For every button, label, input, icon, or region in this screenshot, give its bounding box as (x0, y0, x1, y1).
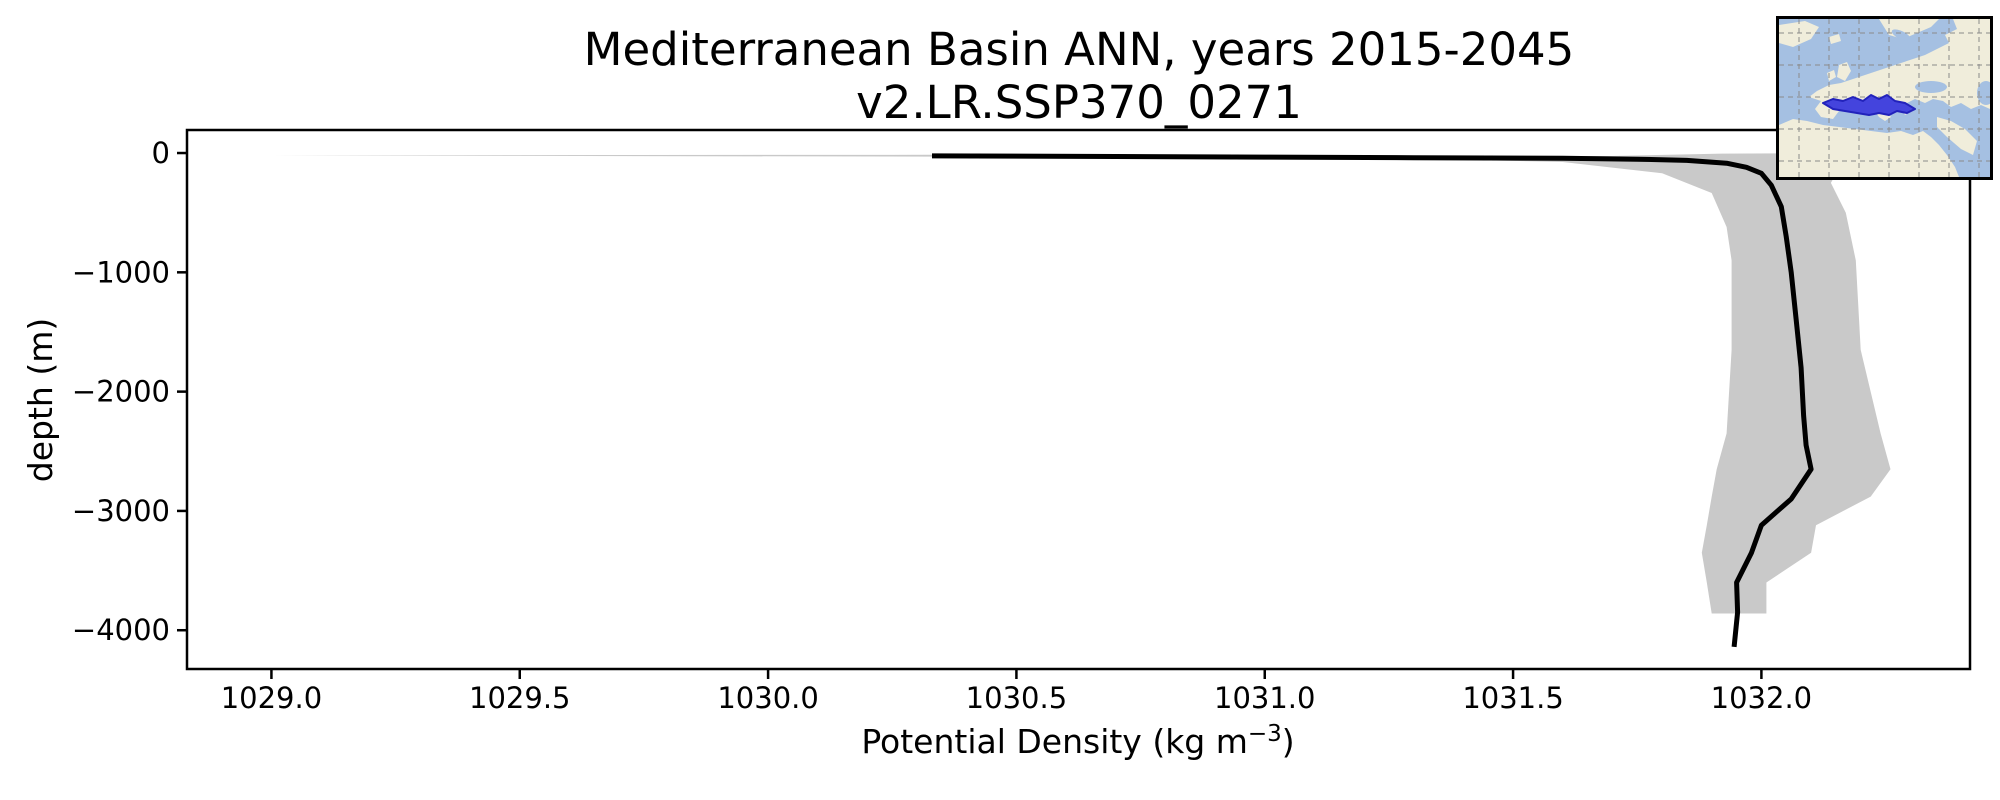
landmass-eurasia (1809, 19, 1990, 121)
x-axis-label: Potential Density (kg m−3) (861, 721, 1294, 761)
x-axis-label-main: Potential Density (kg m (861, 722, 1248, 761)
y-tick-label: −4000 (72, 613, 170, 647)
inset-gridlines (1779, 19, 1990, 177)
x-tick-label: 1031.5 (1462, 681, 1563, 715)
baltic-sea (1891, 29, 1911, 41)
landmass-greenland (1779, 21, 1819, 47)
y-tick-label: −3000 (72, 494, 170, 528)
x-tick-label: 1029.5 (469, 681, 570, 715)
landmass-iceland (1829, 34, 1841, 44)
x-axis-label-superscript: −3 (1248, 721, 1282, 747)
y-tick-label: 0 (152, 136, 170, 170)
mediterranean-highlight (1822, 94, 1916, 116)
black-sea (1915, 81, 1947, 93)
y-axis-label: depth (m) (21, 318, 60, 482)
axes-frame (185, 128, 1972, 671)
x-tick-label: 1029.0 (221, 681, 322, 715)
x-tick-label: 1030.0 (717, 681, 818, 715)
plot-layers: 1029.0 1029.5 1030.0 1030.5 1031.0 1031.5 1032… (72, 128, 1972, 715)
landmass-africa (1779, 119, 1959, 177)
x-tick-label: 1030.5 (966, 681, 1067, 715)
landmass-ireland (1827, 70, 1836, 81)
caspian-sea (1977, 81, 1990, 105)
inset-landmasses (1779, 19, 1990, 177)
x-tick-label: 1031.0 (1214, 681, 1315, 715)
ensemble-spread-band (271, 153, 1891, 614)
y-tick-label: −2000 (72, 375, 170, 409)
y-tick-label: −1000 (72, 255, 170, 289)
mediterranean-locator-map (1776, 16, 1993, 180)
chart-title: Mediterranean Basin ANN, years 2015-2045 (583, 23, 1575, 76)
landmass-arabia (1937, 117, 1977, 155)
x-axis-label-close: ) (1282, 722, 1295, 761)
landmass-britain (1837, 62, 1851, 81)
x-tick-label: 1032.0 (1711, 681, 1812, 715)
chart-subtitle: v2.LR.SSP370_0271 (856, 76, 1302, 129)
mean-profile-line (931, 153, 1814, 648)
inset-inland-seas (1891, 29, 1990, 105)
